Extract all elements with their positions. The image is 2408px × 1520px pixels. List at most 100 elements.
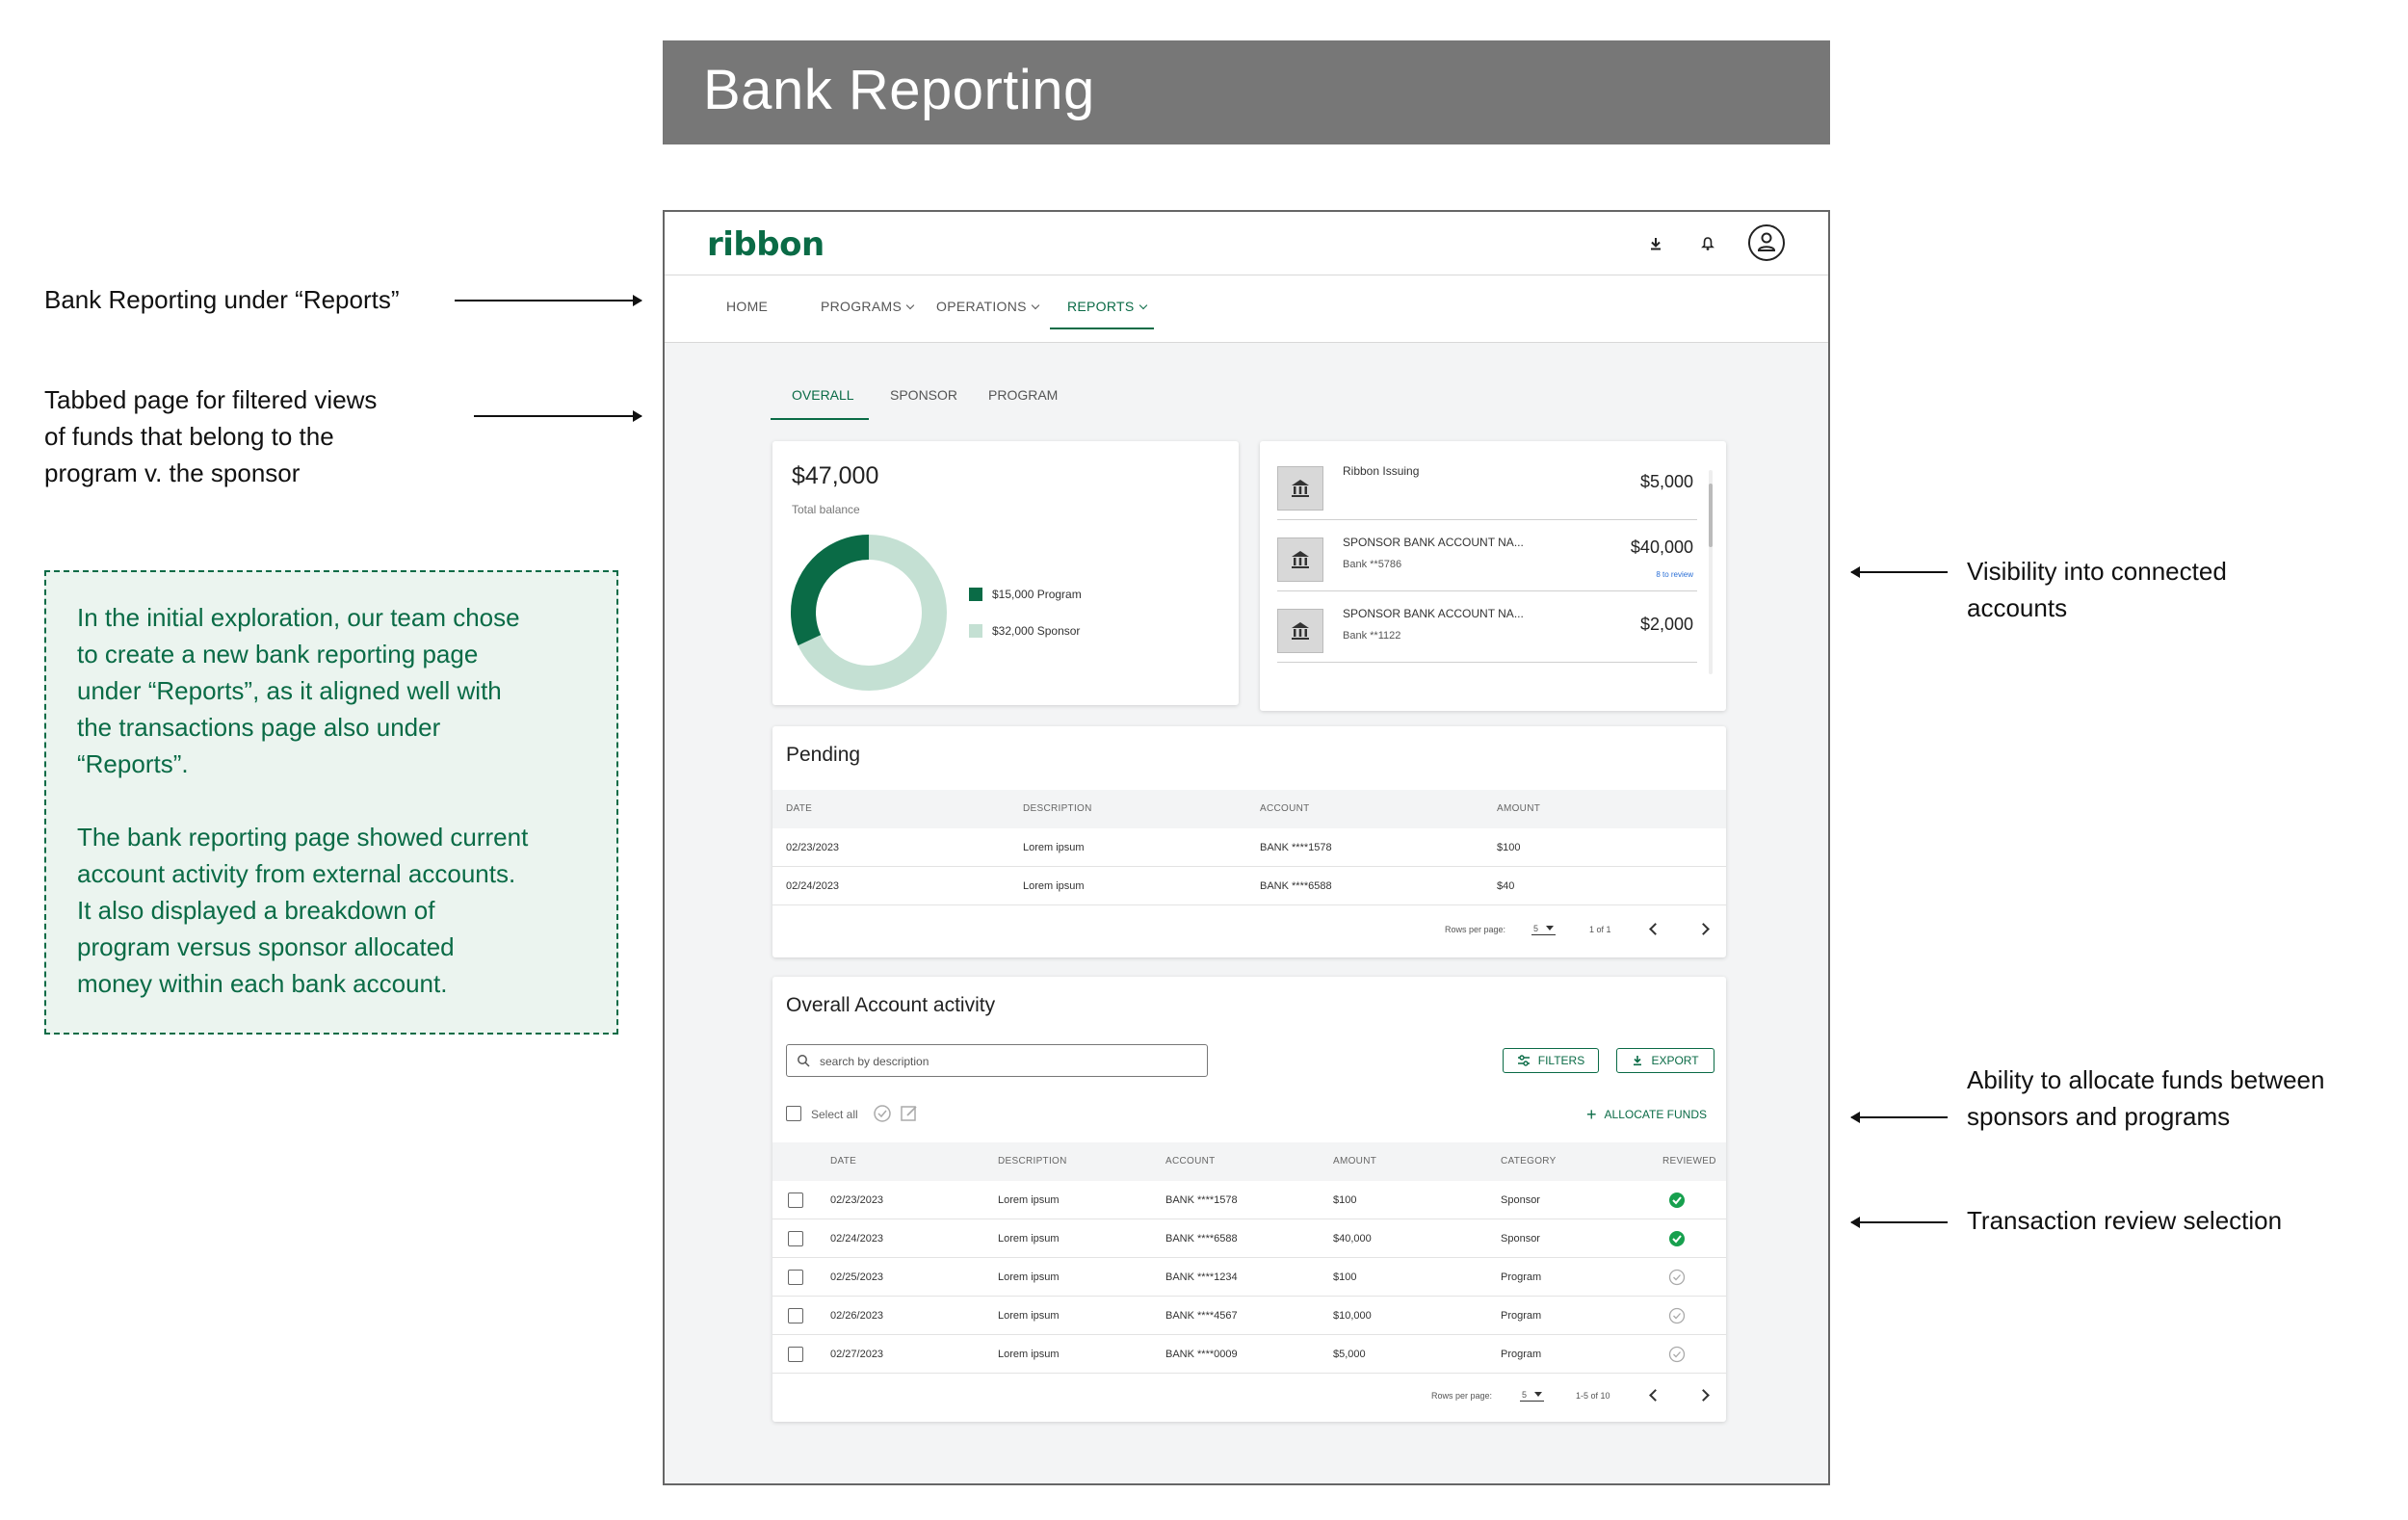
total-balance-card: $47,000 Total balance $15,000 Program $3… — [772, 441, 1239, 705]
table-row[interactable]: 02/23/2023 Lorem ipsum BANK ****1578 $10… — [772, 828, 1726, 867]
arrow-left-icon — [1850, 566, 1948, 578]
pending-card: Pending DATE DESCRIPTION ACCOUNT AMOUNT … — [772, 726, 1726, 957]
account-row[interactable]: SPONSOR BANK ACCOUNT NA... Bank **5786 $… — [1277, 520, 1697, 591]
donut-program-slice — [791, 535, 947, 691]
rows-per-page-select[interactable]: 5 — [1520, 1390, 1545, 1402]
annotation-connected-accounts: Visibility into connected accounts — [1967, 557, 2227, 622]
account-row[interactable]: SPONSOR BANK ACCOUNT NA... Bank **1122 $… — [1277, 591, 1697, 663]
export-button[interactable]: EXPORT — [1616, 1048, 1714, 1073]
to-review-link[interactable]: 8 to review — [1656, 570, 1693, 579]
row-checkbox[interactable] — [788, 1192, 803, 1208]
reviewed-check-icon[interactable] — [1668, 1192, 1686, 1209]
edit-icon[interactable] — [900, 1104, 919, 1123]
nav-active-indicator — [1050, 328, 1154, 329]
note-paragraph-2: The bank reporting page showed current a… — [77, 823, 529, 998]
search-icon — [798, 1055, 810, 1067]
arrow-right-icon — [474, 410, 642, 422]
row-checkbox[interactable] — [788, 1308, 803, 1323]
chevron-down-icon — [1139, 301, 1147, 310]
tab-program[interactable]: PROGRAM — [988, 387, 1059, 403]
tab-active-indicator — [771, 418, 869, 420]
page-title: Bank Reporting — [703, 59, 1095, 121]
pending-title: Pending — [786, 744, 861, 766]
note-paragraph-1: In the initial exploration, our team cho… — [77, 603, 520, 778]
caret-down-icon — [1534, 1392, 1543, 1397]
chevron-right-icon[interactable] — [1697, 1389, 1710, 1402]
bell-icon[interactable] — [1693, 229, 1722, 258]
select-all-label: Select all — [811, 1108, 858, 1121]
row-checkbox[interactable] — [788, 1231, 803, 1246]
legend-sponsor: $32,000 Sponsor — [969, 624, 1080, 638]
connected-accounts-card: Ribbon Issuing $5,000 SPONSOR BANK ACCOU… — [1260, 441, 1726, 711]
unreviewed-check-icon[interactable] — [1668, 1269, 1686, 1286]
arrow-right-icon — [455, 295, 642, 306]
download-icon — [1634, 1056, 1642, 1066]
rows-per-page-select[interactable]: 5 — [1531, 924, 1557, 935]
user-avatar-icon[interactable] — [1747, 223, 1786, 262]
table-row[interactable]: 02/24/2023 Lorem ipsum BANK ****6588 $40,00… — [772, 1219, 1726, 1258]
total-balance-amount: $47,000 — [792, 462, 879, 489]
allocate-funds-button[interactable]: + ALLOCATE FUNDS — [1586, 1105, 1707, 1124]
chevron-left-icon[interactable] — [1649, 923, 1662, 935]
table-row[interactable]: 02/27/2023 Lorem ipsum BANK ****0009 $5,000… — [772, 1335, 1726, 1374]
tab-sponsor[interactable]: SPONSOR — [890, 387, 958, 403]
annotation-review-selection: Transaction review selection — [1967, 1206, 2283, 1235]
chevron-down-icon — [905, 301, 915, 310]
row-checkbox[interactable] — [788, 1347, 803, 1362]
main-nav: HOME PROGRAMS OPERATIONS REPORTS — [665, 275, 1828, 343]
plus-icon: + — [1586, 1105, 1597, 1124]
nav-operations[interactable]: OPERATIONS — [936, 299, 1040, 314]
bank-icon — [1277, 466, 1323, 511]
chevron-left-icon[interactable] — [1649, 1389, 1662, 1402]
legend-swatch-sponsor — [969, 624, 982, 638]
pending-table-header: DATE DESCRIPTION ACCOUNT AMOUNT — [772, 790, 1726, 828]
annotation-reports-nav: Bank Reporting under “Reports” — [44, 285, 400, 314]
rows-per-page-label: Rows per page: — [1445, 925, 1506, 934]
filters-button[interactable]: FILTERS — [1503, 1048, 1599, 1073]
annotation-allocate-funds: Ability to allocate funds between sponso… — [1967, 1065, 2325, 1131]
arrow-left-icon — [1850, 1112, 1948, 1123]
arrow-left-icon — [1850, 1217, 1948, 1228]
pagination-range: 1-5 of 10 — [1576, 1391, 1610, 1401]
scrollbar-thumb[interactable] — [1709, 484, 1713, 547]
title-banner: Bank Reporting — [663, 40, 1830, 144]
table-row[interactable]: 02/25/2023 Lorem ipsum BANK ****1234 $100 Pr… — [772, 1258, 1726, 1297]
accounts-scrollbar[interactable] — [1709, 470, 1713, 674]
top-bar: ribbon — [665, 212, 1828, 275]
table-row[interactable]: 02/23/2023 Lorem ipsum BANK ****1578 $100 Sp… — [772, 1181, 1726, 1219]
caret-down-icon — [1546, 926, 1555, 930]
bank-icon — [1277, 609, 1323, 653]
chevron-right-icon[interactable] — [1697, 923, 1710, 935]
activity-table-header: DATE DESCRIPTION ACCOUNT AMOUNT CATEGORY… — [772, 1142, 1726, 1181]
pagination-range: 1 of 1 — [1589, 925, 1611, 934]
chevron-down-icon — [1031, 301, 1040, 310]
legend-swatch-program — [969, 588, 982, 601]
select-all-checkbox[interactable] — [786, 1106, 801, 1121]
activity-title: Overall Account activity — [786, 994, 996, 1016]
tab-overall[interactable]: OVERALL — [792, 387, 854, 403]
nav-reports[interactable]: REPORTS — [1067, 299, 1147, 314]
total-balance-label: Total balance — [792, 503, 860, 516]
app-window: ribbon HOME PROGRAMS OPERATIONS REPORTS … — [663, 210, 1830, 1485]
nav-home[interactable]: HOME — [726, 299, 769, 314]
ribbon-logo[interactable]: ribbon — [707, 225, 824, 264]
filter-sliders-icon — [1517, 1055, 1530, 1066]
balance-donut-chart — [791, 535, 947, 691]
review-check-icon[interactable] — [873, 1104, 892, 1123]
unreviewed-check-icon[interactable] — [1668, 1307, 1686, 1324]
search-input[interactable]: search by description — [786, 1044, 1208, 1077]
reviewed-check-icon[interactable] — [1668, 1230, 1686, 1247]
row-checkbox[interactable] — [788, 1270, 803, 1285]
account-row[interactable]: Ribbon Issuing $5,000 — [1277, 449, 1697, 520]
account-activity-card: Overall Account activity search by descr… — [772, 977, 1726, 1422]
download-icon[interactable] — [1641, 229, 1670, 258]
bank-icon — [1277, 537, 1323, 582]
table-row[interactable]: 02/24/2023 Lorem ipsum BANK ****6588 $40 — [772, 867, 1726, 905]
nav-programs[interactable]: PROGRAMS — [821, 299, 915, 314]
rows-per-page-label: Rows per page: — [1431, 1391, 1493, 1401]
unreviewed-check-icon[interactable] — [1668, 1346, 1686, 1363]
exploration-note: In the initial exploration, our team cho… — [44, 570, 618, 1035]
annotation-tabbed-page: Tabbed page for filtered views of funds … — [44, 385, 378, 487]
table-row[interactable]: 02/26/2023 Lorem ipsum BANK ****4567 $10,00… — [772, 1297, 1726, 1335]
legend-program: $15,000 Program — [969, 588, 1082, 601]
